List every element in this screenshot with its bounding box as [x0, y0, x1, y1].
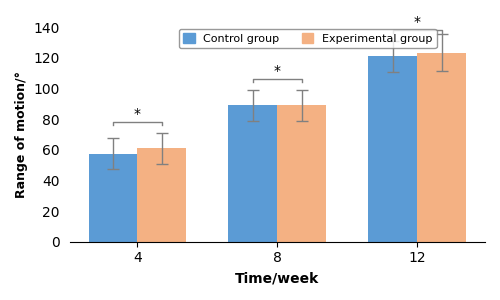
Bar: [278, 105, 326, 242]
Legend: Control group, Experimental group: Control group, Experimental group: [179, 28, 436, 48]
Bar: [138, 148, 186, 242]
Y-axis label: Range of motion/°: Range of motion/°: [15, 71, 28, 198]
Bar: [368, 56, 417, 242]
Bar: [88, 154, 138, 242]
Bar: [417, 52, 466, 242]
Text: *: *: [414, 15, 420, 29]
Bar: [228, 105, 278, 242]
X-axis label: Time/week: Time/week: [235, 271, 320, 285]
Text: *: *: [134, 107, 141, 121]
Text: *: *: [274, 64, 281, 78]
